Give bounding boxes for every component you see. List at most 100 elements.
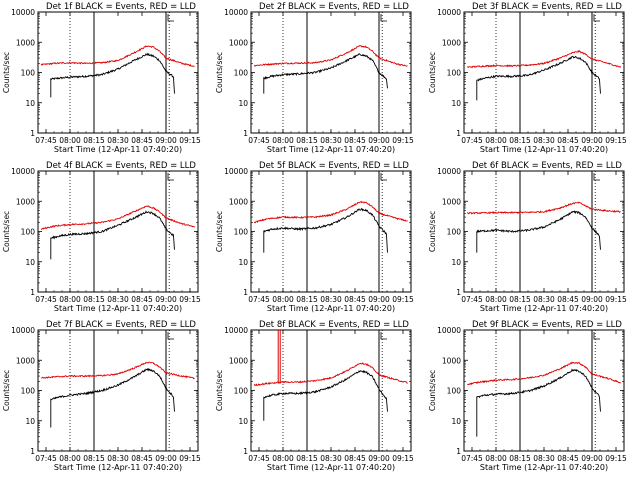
x-tick-label: 09:00	[368, 454, 390, 463]
chart-title: Det 8f BLACK = Events, RED = LLD	[259, 320, 409, 330]
x-tick-label: 08:00	[485, 454, 507, 463]
x-tick-label: 08:00	[59, 454, 81, 463]
x-tick-label: 08:00	[272, 295, 294, 304]
y-tick-label: 1000	[442, 38, 461, 47]
y-tick-label: 1	[456, 447, 461, 456]
x-tick-label: 07:45	[35, 136, 57, 145]
x-tick-label: 08:15	[296, 454, 318, 463]
y-tick-label: 1	[456, 288, 461, 297]
y-tick-label: 1	[30, 447, 35, 456]
series-events-line	[50, 367, 175, 428]
y-tick-label: 10	[238, 99, 248, 108]
y-tick-label: 1	[30, 288, 35, 297]
y-tick-label: 10000	[11, 8, 35, 17]
x-tick-label: 08:45	[131, 295, 153, 304]
y-tick-label: 100	[21, 228, 36, 237]
y-tick-label: 10	[238, 417, 248, 426]
legend-bracket	[167, 173, 174, 181]
x-tick-label: 08:30	[320, 136, 342, 145]
x-tick-label: 08:15	[296, 136, 318, 145]
x-tick-label: 08:00	[59, 295, 81, 304]
x-axis-label: Start Time (12-Apr-11 07:40:20)	[267, 304, 395, 313]
y-tick-label: 10000	[437, 8, 461, 17]
x-tick-label: 09:00	[581, 295, 603, 304]
x-tick-label: 08:15	[83, 295, 105, 304]
legend-bracket	[380, 14, 387, 22]
x-tick-label: 08:15	[296, 295, 318, 304]
series-events-line	[263, 369, 388, 421]
x-tick-label: 09:00	[368, 136, 390, 145]
series-events-line	[50, 210, 175, 260]
series-lld-line	[467, 361, 621, 386]
y-tick-label: 1000	[229, 197, 248, 206]
panel-det-2: Det 2f BLACK = Events, RED = LLD 1 10 100 10…	[215, 2, 414, 154]
y-tick-label: 100	[447, 387, 462, 396]
y-tick-label: 1	[243, 447, 248, 456]
panel-det-4: Det 4f BLACK = Events, RED = LLD 1 10 100 10…	[2, 161, 201, 313]
y-tick-label: 10	[451, 258, 461, 267]
legend-bracket	[167, 332, 174, 340]
panel-det-7: Det 7f BLACK = Events, RED = LLD 1 10 100 10…	[2, 320, 201, 472]
x-tick-label: 08:30	[533, 295, 555, 304]
series-lld-line	[253, 45, 408, 67]
y-tick-label: 10000	[224, 8, 248, 17]
x-tick-label: 09:00	[581, 454, 603, 463]
y-axis-label: Counts/sec	[215, 52, 224, 93]
y-tick-label: 100	[447, 228, 462, 237]
chart-title: Det 5f BLACK = Events, RED = LLD	[259, 161, 409, 171]
x-tick-label: 07:45	[35, 295, 57, 304]
y-axis-label: Counts/sec	[428, 52, 437, 93]
x-tick-label: 09:15	[605, 454, 627, 463]
x-tick-label: 07:45	[248, 454, 270, 463]
legend-bracket	[593, 173, 600, 181]
x-tick-label: 08:00	[59, 136, 81, 145]
y-tick-label: 1000	[16, 38, 35, 47]
chart-title: Det 3f BLACK = Events, RED = LLD	[472, 2, 622, 12]
x-tick-label: 07:45	[248, 136, 270, 145]
y-tick-label: 100	[21, 387, 36, 396]
y-tick-label: 10	[238, 258, 248, 267]
chart-title: Det 4f BLACK = Events, RED = LLD	[46, 161, 196, 171]
x-tick-label: 09:00	[155, 454, 177, 463]
chart-title: Det 1f BLACK = Events, RED = LLD	[46, 2, 196, 12]
chart-title: Det 9f BLACK = Events, RED = LLD	[472, 320, 622, 330]
x-axis-label: Start Time (12-Apr-11 07:40:20)	[54, 145, 182, 154]
x-tick-label: 08:45	[131, 454, 153, 463]
panel-det-5: Det 5f BLACK = Events, RED = LLD 1 10 100 10…	[215, 161, 414, 313]
y-tick-label: 1000	[442, 197, 461, 206]
y-tick-label: 100	[447, 69, 462, 78]
legend-bracket	[380, 173, 387, 181]
x-axis-label: Start Time (12-Apr-11 07:40:20)	[480, 463, 608, 472]
x-tick-label: 09:15	[392, 454, 414, 463]
x-tick-label: 07:45	[461, 454, 483, 463]
legend-bracket	[593, 14, 600, 22]
x-tick-label: 08:45	[344, 136, 366, 145]
x-tick-label: 08:15	[509, 295, 531, 304]
x-tick-label: 09:15	[179, 454, 201, 463]
x-tick-label: 08:00	[485, 136, 507, 145]
y-tick-label: 10000	[224, 326, 248, 335]
x-axis-label: Start Time (12-Apr-11 07:40:20)	[267, 463, 395, 472]
y-tick-label: 10000	[437, 326, 461, 335]
y-tick-label: 1000	[16, 356, 35, 365]
y-tick-label: 10000	[224, 167, 248, 176]
y-tick-label: 10	[25, 417, 35, 426]
chart-title: Det 6f BLACK = Events, RED = LLD	[472, 161, 622, 171]
x-tick-label: 09:15	[392, 136, 414, 145]
legend-bracket	[593, 332, 600, 340]
x-tick-label: 08:30	[320, 295, 342, 304]
x-tick-label: 08:45	[344, 295, 366, 304]
y-tick-label: 10	[451, 99, 461, 108]
y-axis-label: Counts/sec	[2, 52, 11, 93]
x-tick-label: 08:30	[533, 454, 555, 463]
x-tick-label: 08:45	[557, 454, 579, 463]
y-tick-label: 10	[25, 99, 35, 108]
x-tick-label: 07:45	[35, 454, 57, 463]
series-events-line	[476, 55, 601, 101]
x-tick-label: 08:15	[83, 136, 105, 145]
y-tick-label: 100	[234, 69, 249, 78]
panel-det-1: Det 1f BLACK = Events, RED = LLD 1 10 100 10…	[2, 2, 201, 154]
x-tick-label: 08:15	[509, 454, 531, 463]
y-axis-label: Counts/sec	[215, 370, 224, 411]
